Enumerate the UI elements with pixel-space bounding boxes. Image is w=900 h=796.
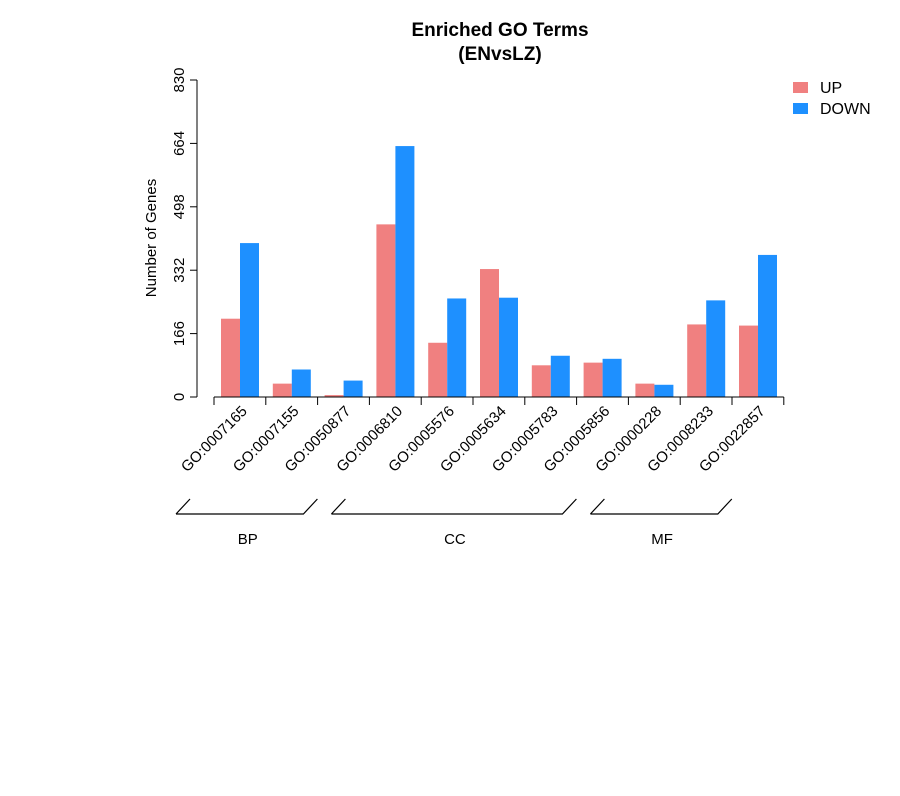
bar-up-GO-0005634 xyxy=(480,269,499,397)
bar-down-GO-0007165 xyxy=(240,243,259,397)
group-bracket-bp xyxy=(175,498,318,515)
y-tick-label: 166 xyxy=(171,321,188,346)
bars-layer xyxy=(221,146,777,397)
bar-up-GO-0005783 xyxy=(531,365,551,397)
y-tick-label: 664 xyxy=(171,131,188,156)
group-label-bp: BP xyxy=(238,531,258,548)
chart-title: Enriched GO Terms xyxy=(411,20,588,41)
group-bracket-mf xyxy=(589,498,733,515)
y-axis-label: Number of Genes xyxy=(143,179,160,297)
bar-down-GO-0000228 xyxy=(654,384,674,397)
bar-down-GO-0050877 xyxy=(343,380,363,397)
bar-down-GO-0005783 xyxy=(550,355,570,397)
bar-up-GO-0000228 xyxy=(635,383,655,397)
legend-label-up: UP xyxy=(820,80,842,97)
bar-down-GO-0006810 xyxy=(395,146,415,397)
x-axis: GO:0007165GO:0007155GO:0050877GO:0006810… xyxy=(178,396,785,476)
bar-down-GO-0005856 xyxy=(602,358,622,397)
legend-swatch-down xyxy=(793,103,808,114)
bar-down-GO-0008233 xyxy=(706,300,726,397)
y-tick-label: 830 xyxy=(171,67,188,92)
bar-down-GO-0005634 xyxy=(499,297,518,397)
bar-up-GO-0007165 xyxy=(221,318,240,397)
group-label-cc: CC xyxy=(444,531,466,548)
y-tick-label: 498 xyxy=(171,194,188,219)
group-brackets: BP CC MF xyxy=(175,498,733,548)
y-tick-label: 332 xyxy=(171,258,188,283)
bar-down-GO-0022857 xyxy=(758,254,777,397)
legend-label-down: DOWN xyxy=(820,101,871,118)
bar-up-GO-0006810 xyxy=(376,224,396,397)
y-tick-label: 0 xyxy=(171,393,188,401)
bar-up-GO-0008233 xyxy=(687,324,707,397)
bar-up-GO-0050877 xyxy=(324,395,344,397)
y-axis: 0 166 332 498 664 830 xyxy=(171,67,198,401)
bar-up-GO-0007155 xyxy=(272,383,292,397)
legend: UP DOWN xyxy=(793,80,871,118)
bar-up-GO-0022857 xyxy=(739,325,758,397)
bar-down-GO-0005576 xyxy=(447,298,467,397)
bar-down-GO-0007155 xyxy=(291,369,311,397)
chart-subtitle: (ENvsLZ) xyxy=(458,44,541,65)
group-label-mf: MF xyxy=(651,531,673,548)
bar-up-GO-0005856 xyxy=(583,362,603,397)
legend-swatch-up xyxy=(793,82,808,93)
group-bracket-cc xyxy=(330,498,577,515)
bar-up-GO-0005576 xyxy=(428,342,448,397)
